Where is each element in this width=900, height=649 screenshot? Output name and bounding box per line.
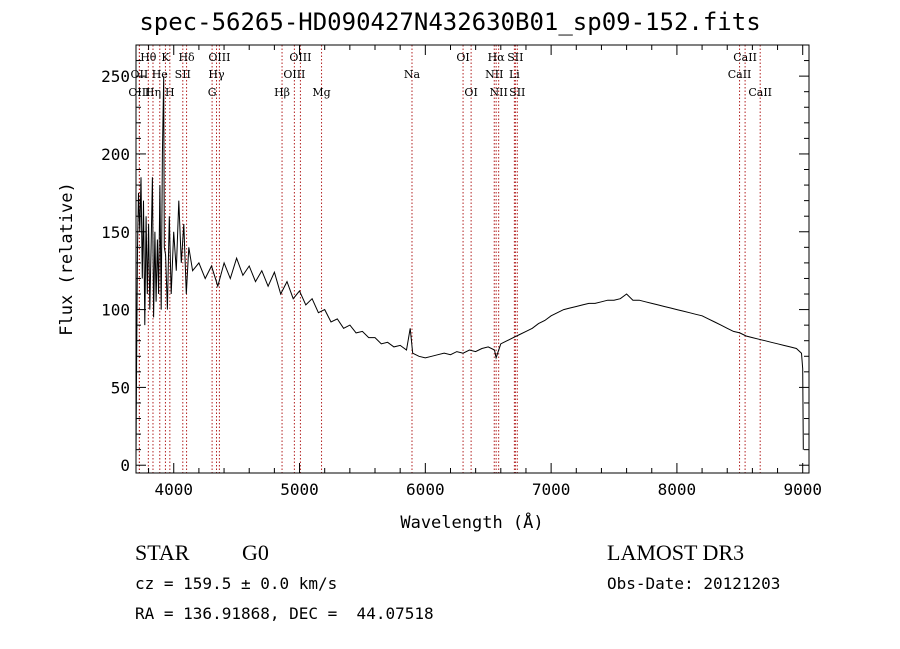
- y-tick-label: 50: [111, 378, 130, 397]
- x-tick-label: 4000: [154, 480, 193, 499]
- line-label-25: CaII: [733, 51, 757, 64]
- y-tick-label: 250: [101, 67, 130, 86]
- x-tick-label: 5000: [280, 480, 319, 499]
- line-label-0: Hθ: [140, 51, 157, 64]
- line-label-17: OI: [456, 51, 469, 64]
- line-label-3: K: [161, 51, 170, 64]
- line-label-1: OII: [131, 68, 149, 81]
- line-label-21: NII: [490, 86, 508, 99]
- object-subclass: G0: [242, 540, 269, 565]
- x-tick-label: 9000: [783, 480, 822, 499]
- chart-title: spec-56265-HD090427N432630B01_sp09-152.f…: [139, 8, 761, 36]
- line-label-24: SII: [509, 86, 525, 99]
- line-label-18: OI: [464, 86, 477, 99]
- line-label-14: OIII: [283, 68, 305, 81]
- line-label-4: He: [152, 68, 168, 81]
- y-tick-label: 150: [101, 223, 130, 242]
- line-label-20: NII: [485, 68, 503, 81]
- object-class: STAR: [135, 540, 190, 565]
- line-label-16: Na: [404, 68, 421, 81]
- line-markers: [138, 45, 761, 473]
- y-axis-label: Flux (relative): [57, 182, 77, 336]
- y-tick-label: 100: [101, 301, 130, 320]
- survey-name: LAMOST DR3: [607, 540, 745, 565]
- y-tick-label: 200: [101, 145, 130, 164]
- spectrum-series-line: [135, 76, 804, 458]
- line-label-8: Hδ: [178, 51, 195, 64]
- line-label-23: Li: [509, 68, 520, 81]
- x-tick-label: 8000: [658, 480, 697, 499]
- line-label-12: Hβ: [274, 86, 290, 99]
- line-label-9: OIII: [208, 51, 230, 64]
- axis-ticks: 4000 5000 6000 7000 8000 9000 0 50 100 150 200 250: [101, 45, 822, 499]
- line-label-6: H: [165, 86, 175, 99]
- line-label-22: SII: [507, 51, 523, 64]
- line-label-11: G: [208, 86, 217, 99]
- line-label-13: OIII: [289, 51, 311, 64]
- y-tick-label: 0: [120, 456, 130, 475]
- velocity-readout: cz = 159.5 ± 0.0 km/s: [135, 574, 338, 593]
- line-label-15: Mg: [312, 86, 330, 99]
- line-label-2: OIII: [128, 86, 150, 99]
- obs-date: Obs-Date: 20121203: [607, 574, 781, 593]
- x-tick-label: 6000: [406, 480, 445, 499]
- x-tick-label: 7000: [532, 480, 571, 499]
- line-label-10: Hγ: [208, 68, 225, 81]
- line-label-26: CaII: [728, 68, 752, 81]
- line-label-19: Hα: [488, 51, 506, 64]
- coordinates-readout: RA = 136.91868, DEC = 44.07518: [135, 604, 434, 623]
- x-axis-label: Wavelength (Å): [400, 511, 543, 533]
- line-label-7: SII: [175, 68, 191, 81]
- line-label-27: CaII: [748, 86, 772, 99]
- plot-frame: [135, 44, 810, 474]
- line-label-5: Hη: [145, 86, 161, 99]
